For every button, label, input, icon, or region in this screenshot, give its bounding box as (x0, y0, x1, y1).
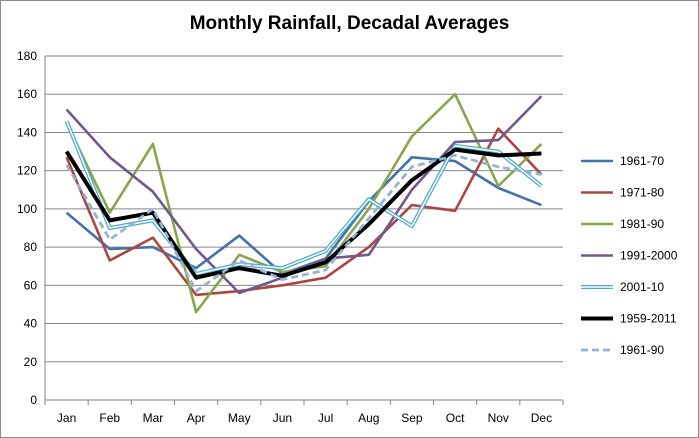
y-tick-label-0: 0 (30, 393, 37, 407)
series-line-1971-80 (65, 127, 543, 297)
series-line-2001-10 (64, 120, 543, 276)
y-tick-label-60: 60 (24, 278, 38, 292)
x-tick-label-oct: Oct (446, 411, 465, 425)
series-line-1961-90 (65, 153, 542, 293)
y-tick-label-140: 140 (17, 125, 37, 139)
x-tick-label-feb: Feb (99, 411, 120, 425)
series-line-1959-2011 (64, 147, 542, 280)
x-tick-label-dec: Dec (531, 411, 552, 425)
x-tick-label-nov: Nov (488, 411, 509, 425)
y-tick-label-20: 20 (24, 355, 38, 369)
x-tick-label-jul: Jul (318, 411, 333, 425)
y-tick-label-180: 180 (17, 49, 37, 63)
chart-title: Monthly Rainfall, Decadal Averages (189, 13, 510, 34)
x-tick-label-aug: Aug (358, 411, 379, 425)
y-tick-label-160: 160 (17, 87, 37, 101)
legend-label-1961-90: 1961-90 (620, 343, 664, 357)
legend-label-1991-2000: 1991-2000 (620, 249, 678, 263)
legend-label-2001-10: 2001-10 (620, 280, 664, 294)
x-tick-label-jun: Jun (273, 411, 292, 425)
series-line-inner-2001-10 (65, 120, 542, 275)
y-tick-label-40: 40 (24, 317, 38, 331)
y-tick-label-80: 80 (24, 240, 38, 254)
legend-label-1959-2011: 1959-2011 (620, 312, 677, 326)
legend-label-1961-70: 1961-70 (620, 154, 664, 168)
series-line-1981-90 (65, 92, 543, 314)
x-tick-label-sep: Sep (401, 411, 423, 425)
y-tick-label-100: 100 (17, 202, 37, 216)
x-tick-label-jan: Jan (57, 411, 76, 425)
legend-label-1971-80: 1971-80 (620, 186, 664, 200)
series-line-1961-70 (65, 156, 542, 276)
legend-label-1981-90: 1981-90 (620, 217, 664, 231)
x-tick-label-apr: Apr (187, 411, 206, 425)
y-tick-label-120: 120 (17, 164, 37, 178)
x-tick-label-may: May (228, 411, 251, 425)
x-tick-label-mar: Mar (143, 411, 164, 425)
